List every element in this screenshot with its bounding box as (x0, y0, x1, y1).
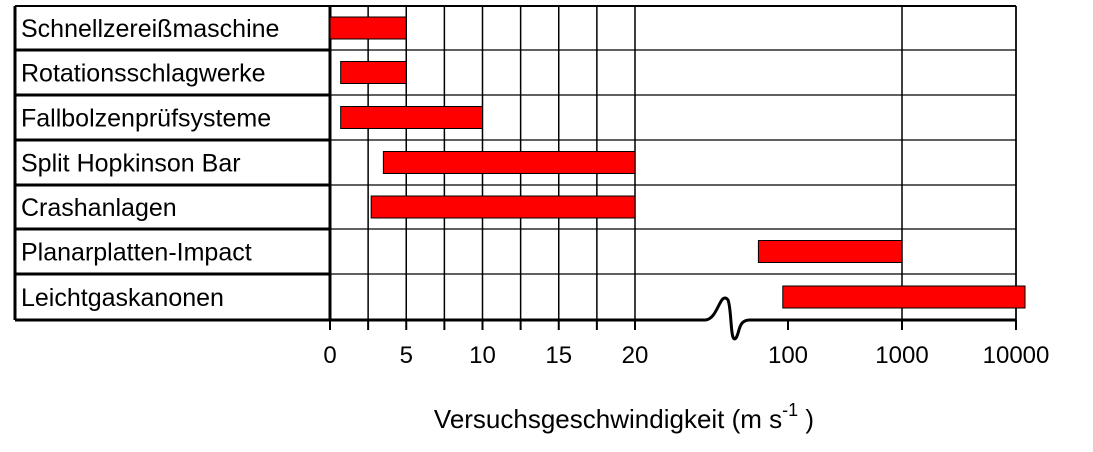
range-bar (340, 106, 483, 129)
category-label: Leichtgaskanonen (21, 284, 224, 312)
range-bar (382, 151, 636, 174)
category-label: Planarplatten-Impact (21, 239, 252, 267)
x-tick-label: 0 (323, 342, 336, 369)
range-bar (370, 195, 636, 219)
range-bar (782, 285, 1026, 309)
x-tick-label: 1000 (875, 342, 928, 369)
category-label: Schnellzereißmaschine (21, 15, 279, 43)
x-tick-label: 5 (400, 342, 413, 369)
range-bar (340, 61, 407, 84)
x-tick-label: 10 (469, 342, 496, 369)
x-tick-label: 15 (545, 342, 572, 369)
category-label: Split Hopkinson Bar (21, 150, 241, 178)
x-axis: 0 5 10 15 20 100 1000 10000 (15, 296, 1050, 369)
x-axis-line-with-break (15, 296, 1016, 341)
x-axis-title: Versuchsgeschwindigkeit (m s-1 ) (434, 400, 814, 434)
x-tick-label: 10000 (983, 342, 1050, 369)
x-tick-label: 100 (768, 342, 808, 369)
x-tick-label: 20 (622, 342, 649, 369)
range-bars (329, 16, 1026, 309)
range-bar (757, 240, 903, 263)
category-label: Fallbolzenprüfsysteme (21, 105, 271, 133)
category-label: Crashanlagen (21, 194, 177, 222)
range-bar (329, 16, 407, 40)
category-label: Rotationsschlagwerke (21, 60, 266, 88)
category-rows: Schnellzereißmaschine Rotationsschlagwerk… (13, 6, 332, 320)
grid-lines (15, 5, 1017, 320)
